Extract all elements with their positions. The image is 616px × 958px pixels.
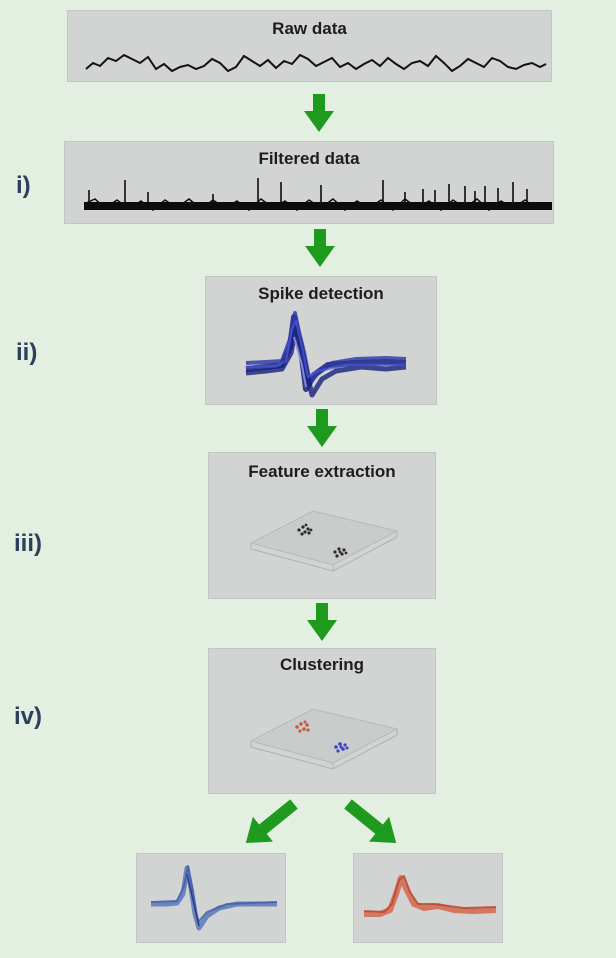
filtered-data-title: Filtered data [258, 149, 360, 168]
cluster-red [295, 720, 310, 733]
raw-data-trace [85, 53, 547, 73]
feature-extraction-panel: Feature extraction [208, 452, 436, 599]
step-label-i: i) [16, 172, 31, 199]
unit-blue-waveform [150, 865, 278, 931]
spike-detection-title: Spike detection [258, 284, 384, 303]
unit-blue-panel [136, 853, 286, 943]
feature-space-plot [249, 510, 399, 572]
cluster-blue [334, 742, 349, 753]
spike-waveforms [245, 311, 407, 398]
diagonal-arrow-right-icon [344, 799, 397, 844]
filtered-data-panel: Filtered data [64, 141, 554, 224]
raw-data-title: Raw data [272, 19, 347, 38]
unit-red-waveform [363, 875, 497, 917]
feature-extraction-title: Feature extraction [248, 462, 396, 481]
clustering-title: Clustering [279, 655, 365, 674]
filtered-data-trace [83, 178, 553, 211]
raw-data-panel: Raw data [67, 10, 552, 82]
cluster-plot [249, 708, 399, 770]
down-arrow-icon [307, 603, 337, 641]
step-label-iii: iii) [14, 530, 42, 557]
diagonal-arrow-left-icon [245, 799, 298, 844]
down-arrow-icon [307, 409, 337, 447]
step-label-ii: ii) [16, 339, 38, 366]
down-arrow-icon [304, 94, 334, 132]
step-label-iv: iv) [14, 703, 43, 730]
spike-detection-panel: Spike detection [205, 276, 437, 405]
clustering-panel: Clustering [208, 648, 436, 794]
unit-red-panel [353, 853, 503, 943]
down-arrow-icon [305, 229, 335, 267]
